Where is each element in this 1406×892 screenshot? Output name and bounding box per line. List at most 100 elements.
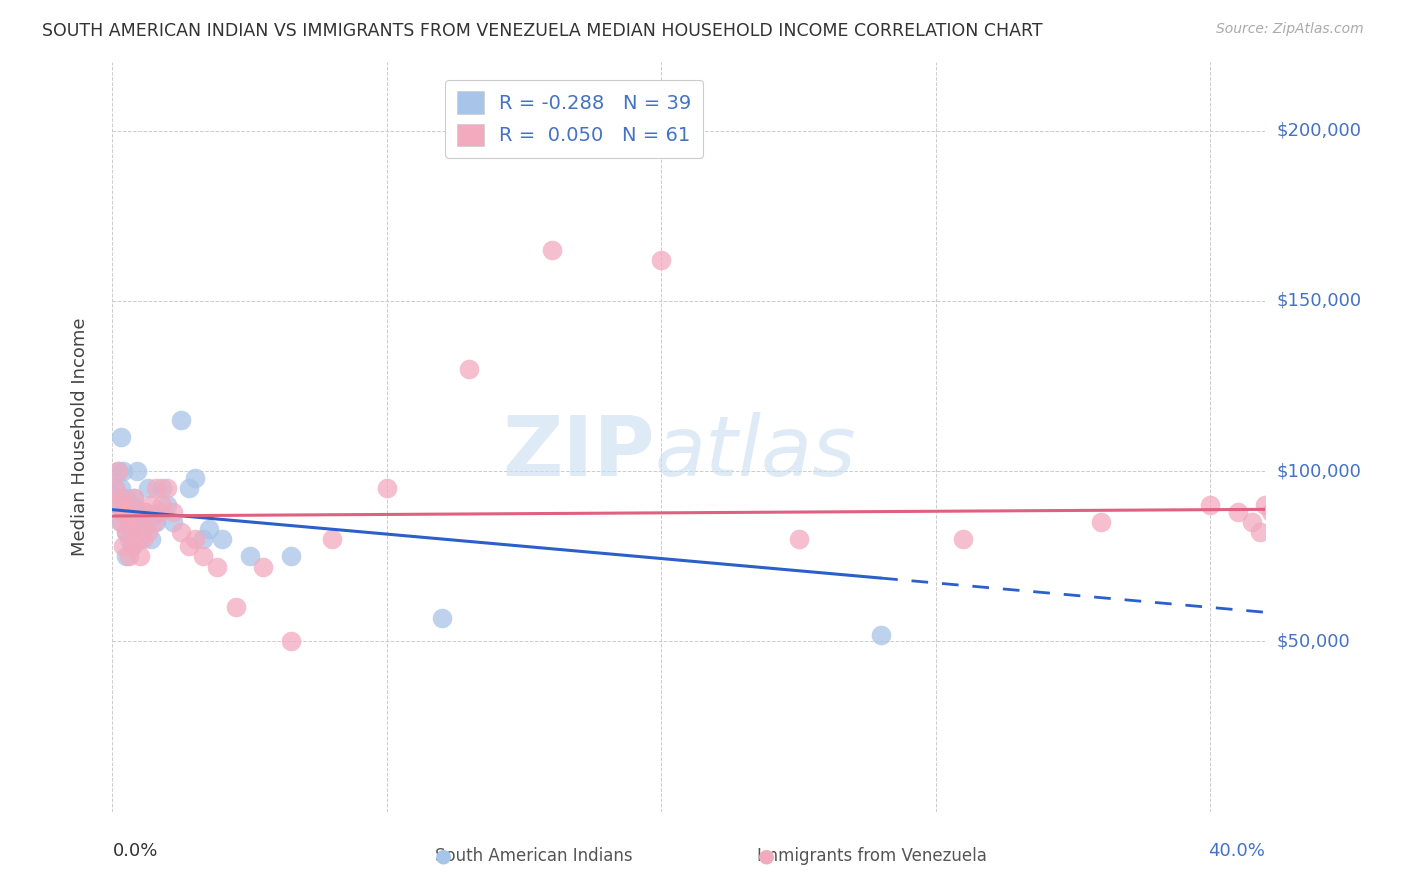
Point <box>1312 498 1334 512</box>
Point <box>136 525 159 540</box>
Point <box>1226 505 1249 519</box>
Point <box>139 533 162 547</box>
Point <box>118 515 141 529</box>
Text: ●: ● <box>434 847 451 866</box>
Point <box>112 464 135 478</box>
Text: $200,000: $200,000 <box>1277 121 1361 139</box>
Point <box>1274 515 1296 529</box>
Point <box>142 508 165 523</box>
Point <box>184 533 207 547</box>
Point <box>112 539 135 553</box>
Point <box>110 515 132 529</box>
Point <box>121 505 143 519</box>
Point <box>1249 525 1271 540</box>
Point <box>134 505 156 519</box>
Point <box>121 539 143 553</box>
Text: $100,000: $100,000 <box>1277 462 1361 480</box>
Point <box>1260 505 1282 519</box>
Point <box>787 533 810 547</box>
Point <box>1301 498 1323 512</box>
Point <box>129 533 152 547</box>
Point <box>650 252 672 267</box>
Point <box>1279 498 1302 512</box>
Point <box>107 464 129 478</box>
Point <box>121 498 143 512</box>
Point <box>115 525 138 540</box>
Point <box>540 243 562 257</box>
Point <box>131 522 153 536</box>
Point <box>107 498 129 512</box>
Point <box>870 627 893 641</box>
Point <box>1282 505 1305 519</box>
Point <box>1199 498 1222 512</box>
Text: South American Indians: South American Indians <box>436 847 633 865</box>
Point <box>112 505 135 519</box>
Point <box>139 498 162 512</box>
Point <box>124 491 146 506</box>
Point <box>1090 515 1112 529</box>
Point <box>104 481 127 495</box>
Point <box>184 471 207 485</box>
Point <box>156 498 179 512</box>
Point <box>148 505 170 519</box>
Point <box>110 491 132 506</box>
Point <box>136 481 159 495</box>
Point <box>252 559 274 574</box>
Point <box>107 498 129 512</box>
Point <box>110 481 132 495</box>
Point <box>952 533 974 547</box>
Point <box>430 610 453 624</box>
Point <box>127 533 149 547</box>
Point <box>150 498 173 512</box>
Point <box>145 481 167 495</box>
Point <box>142 515 165 529</box>
Point <box>225 600 247 615</box>
Point <box>197 522 219 536</box>
Point <box>129 549 152 564</box>
Point <box>118 505 141 519</box>
Point <box>375 481 398 495</box>
Point <box>1254 498 1277 512</box>
Text: atlas: atlas <box>654 411 856 492</box>
Point <box>191 549 214 564</box>
Text: ●: ● <box>758 847 775 866</box>
Point <box>150 481 173 495</box>
Point <box>107 464 129 478</box>
Point <box>131 533 153 547</box>
Point <box>134 505 156 519</box>
Text: SOUTH AMERICAN INDIAN VS IMMIGRANTS FROM VENEZUELA MEDIAN HOUSEHOLD INCOME CORRE: SOUTH AMERICAN INDIAN VS IMMIGRANTS FROM… <box>42 22 1043 40</box>
Text: Immigrants from Venezuela: Immigrants from Venezuela <box>756 847 987 865</box>
Point <box>121 539 143 553</box>
Point <box>170 525 193 540</box>
Point <box>127 464 149 478</box>
Text: 0.0%: 0.0% <box>112 842 157 860</box>
Point <box>124 525 146 540</box>
Point <box>170 413 193 427</box>
Point <box>145 515 167 529</box>
Point <box>179 539 201 553</box>
Point <box>1315 508 1337 523</box>
Point <box>115 549 138 564</box>
Point <box>118 533 141 547</box>
Point <box>115 525 138 540</box>
Point <box>110 515 132 529</box>
Point <box>156 481 179 495</box>
Point <box>115 498 138 512</box>
Text: ZIP: ZIP <box>502 411 654 492</box>
Point <box>205 559 228 574</box>
Point <box>129 515 152 529</box>
Point <box>124 515 146 529</box>
Point <box>115 491 138 506</box>
Text: $50,000: $50,000 <box>1277 632 1350 650</box>
Point <box>239 549 262 564</box>
Point <box>110 430 132 444</box>
Point <box>1309 505 1331 519</box>
Point <box>458 362 481 376</box>
Point <box>124 491 146 506</box>
Point <box>280 549 302 564</box>
Point <box>112 505 135 519</box>
Point <box>162 515 184 529</box>
Text: 40.0%: 40.0% <box>1209 842 1265 860</box>
Text: $150,000: $150,000 <box>1277 292 1361 310</box>
Point <box>1240 515 1263 529</box>
